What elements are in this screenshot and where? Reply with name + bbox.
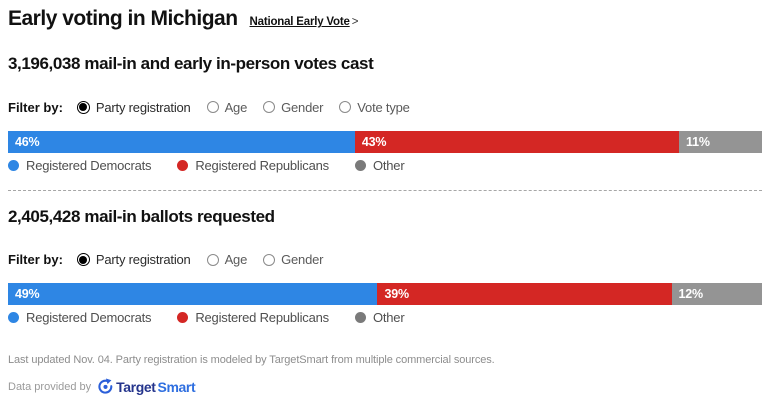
filter-by-label: Filter by: <box>8 99 63 115</box>
early-vote-widget: Early voting in Michigan National Early … <box>8 6 762 395</box>
targetsmart-logo[interactable]: Target Smart <box>97 378 196 395</box>
bar-segment-value: 12% <box>678 287 704 302</box>
legend-item-other: Other <box>354 310 405 326</box>
last-updated-note: Last updated Nov. 04. Party registration… <box>8 354 495 367</box>
bar-segment-value: 46% <box>15 134 40 149</box>
legend-item-democrats: Registered Democrats <box>8 157 152 173</box>
filter-option-vote-type[interactable]: Vote type <box>339 99 410 115</box>
link-chevron-icon: > <box>351 16 359 28</box>
legend-item-republicans: Registered Republicans <box>177 158 329 173</box>
radio-icon <box>76 253 90 267</box>
bar-segment-other: 12% <box>671 283 762 306</box>
header: Early voting in Michigan National Early … <box>8 6 762 32</box>
national-early-vote-link-wrap: National Early Vote > <box>250 12 359 30</box>
ballots-requested-legend: Registered Democrats Registered Republic… <box>8 310 762 325</box>
legend-label: Other <box>372 310 405 326</box>
radio-icon <box>263 101 276 114</box>
radio-icon <box>206 101 219 114</box>
page-title: Early voting in Michigan <box>8 7 238 30</box>
ballots-requested-section: 2,405,428 mail-in ballots requested Filt… <box>8 207 762 325</box>
filter-by-label: Filter by: <box>8 252 63 268</box>
targetsmart-arrow-icon <box>98 378 113 394</box>
radio-icon <box>263 253 276 266</box>
bar-segment-other: 11% <box>679 130 762 153</box>
legend-dot-icon <box>177 159 189 171</box>
legend-label: Registered Republicans <box>195 310 329 326</box>
radio-icon <box>76 100 90 114</box>
legend-label: Registered Republicans <box>195 157 329 173</box>
ballots-requested-filter-row: Filter by: Party registration Age Gender <box>8 252 762 267</box>
filter-option-age[interactable]: Age <box>206 99 248 115</box>
legend-item-democrats: Registered Democrats <box>8 310 152 326</box>
data-provided-label: Data provided by <box>8 380 92 393</box>
filter-option-label: Party registration <box>95 252 191 268</box>
legend-dot-icon <box>8 159 19 171</box>
votes-cast-legend: Registered Democrats Registered Republic… <box>8 158 762 173</box>
filter-option-gender[interactable]: Gender <box>263 100 323 115</box>
filter-option-gender[interactable]: Gender <box>263 252 323 267</box>
logo-text-smart: Smart <box>157 378 196 395</box>
dashed-divider <box>8 189 762 191</box>
data-provided-row: Data provided by Target Smart <box>8 378 762 395</box>
filter-option-label: Gender <box>281 252 324 268</box>
filter-option-label: Party registration <box>95 99 191 115</box>
radio-icon <box>339 101 352 114</box>
filter-option-party-registration[interactable]: Party registration <box>76 99 191 115</box>
legend-dot-icon <box>354 159 366 171</box>
legend-item-other: Other <box>354 157 405 173</box>
bar-segment-value: 11% <box>686 134 710 149</box>
legend-label: Other <box>372 157 405 173</box>
filter-option-label: Vote type <box>357 99 410 115</box>
votes-cast-stacked-bar: 46% 43% 11% <box>8 130 762 153</box>
legend-label: Registered Democrats <box>26 157 152 173</box>
filter-option-label: Age <box>224 252 248 268</box>
bar-segment-democrats: 49% <box>8 283 378 306</box>
votes-cast-heading: 3,196,038 mail-in and early in-person vo… <box>8 54 374 74</box>
bar-segment-democrats: 46% <box>8 130 355 153</box>
filter-option-age[interactable]: Age <box>206 252 248 268</box>
bar-segment-republicans: 39% <box>377 283 672 306</box>
votes-cast-section: 3,196,038 mail-in and early in-person vo… <box>8 54 762 173</box>
radio-icon <box>206 253 219 266</box>
bar-segment-value: 49% <box>15 287 40 302</box>
legend-dot-icon <box>8 312 19 324</box>
filter-option-party-registration[interactable]: Party registration <box>76 252 191 268</box>
legend-item-republicans: Registered Republicans <box>177 310 329 325</box>
legend-label: Registered Democrats <box>26 310 152 326</box>
bar-segment-value: 43% <box>361 134 387 149</box>
ballots-requested-heading: 2,405,428 mail-in ballots requested <box>8 206 275 226</box>
bar-segment-value: 39% <box>384 287 409 302</box>
legend-dot-icon <box>177 312 189 324</box>
filter-option-label: Age <box>224 99 248 115</box>
ballots-requested-stacked-bar: 49% 39% 12% <box>8 283 762 306</box>
votes-cast-filter-row: Filter by: Party registration Age Gender… <box>8 100 762 115</box>
logo-text-target: Target <box>116 378 156 395</box>
national-early-vote-link[interactable]: National Early Vote <box>249 16 350 28</box>
legend-dot-icon <box>354 312 366 324</box>
bar-segment-republicans: 43% <box>354 130 680 153</box>
filter-option-label: Gender <box>281 99 324 115</box>
